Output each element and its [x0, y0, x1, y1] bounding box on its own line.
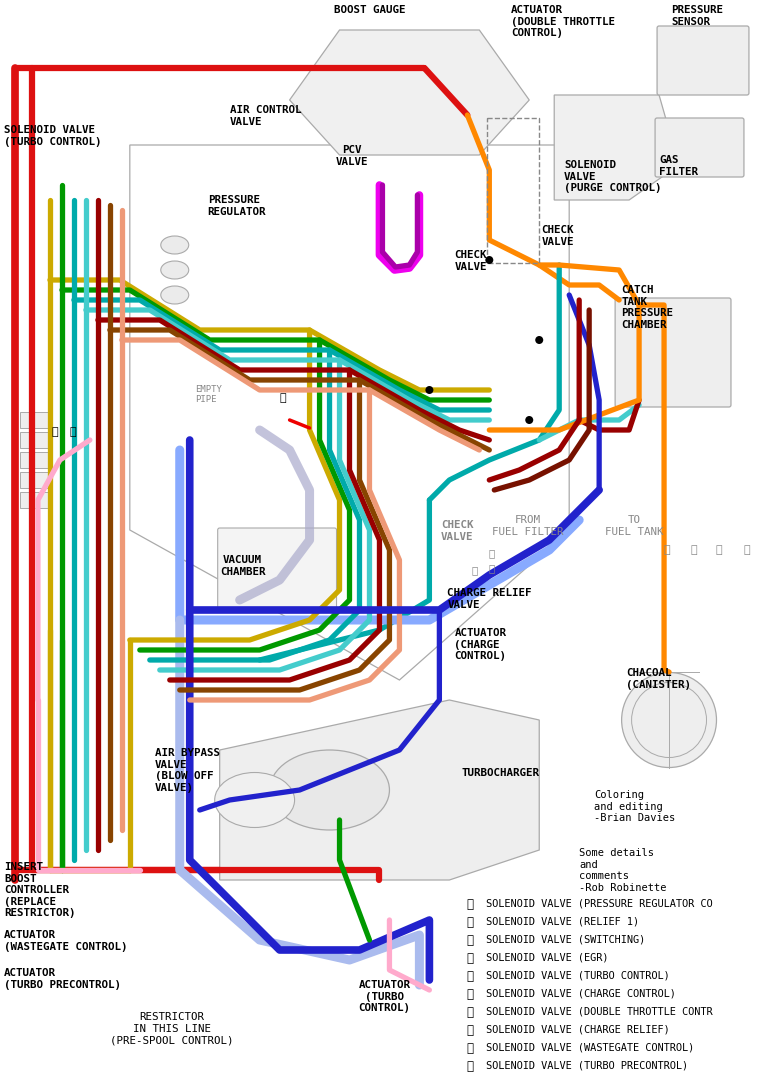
Polygon shape: [554, 95, 679, 200]
Text: CHECK
VALVE: CHECK VALVE: [441, 519, 474, 541]
Ellipse shape: [161, 286, 189, 303]
Text: ACTUATOR
(WASTEGATE CONTROL): ACTUATOR (WASTEGATE CONTROL): [4, 930, 128, 951]
Text: CATCH
TANK
PRESSURE
CHAMBER: CATCH TANK PRESSURE CHAMBER: [621, 285, 673, 329]
Text: CHACOAL
(CANISTER): CHACOAL (CANISTER): [626, 669, 691, 690]
Text: PRESSURE
REGULATOR: PRESSURE REGULATOR: [208, 195, 266, 217]
Ellipse shape: [535, 336, 543, 345]
FancyBboxPatch shape: [655, 118, 744, 177]
Text: PRESSURE
SENSOR: PRESSURE SENSOR: [671, 5, 723, 27]
Polygon shape: [219, 700, 539, 880]
Text: Ⓑ: Ⓑ: [471, 565, 478, 575]
Text: ACTUATOR
(TURBO
CONTROL): ACTUATOR (TURBO CONTROL): [359, 980, 411, 1013]
Text: SOLENOID
VALVE
(PURGE CONTROL): SOLENOID VALVE (PURGE CONTROL): [564, 160, 662, 193]
FancyBboxPatch shape: [615, 298, 731, 407]
Text: AIR BYPASS
VALVE
(BLOW OFF
VALVE): AIR BYPASS VALVE (BLOW OFF VALVE): [155, 748, 219, 793]
Text: SOLENOID VALVE (TURBO PRECONTROL): SOLENOID VALVE (TURBO PRECONTROL): [486, 1059, 689, 1070]
Text: EMPTY
PIPE: EMPTY PIPE: [194, 384, 222, 404]
Text: Ⓖ: Ⓖ: [466, 1005, 473, 1020]
Text: Ⓒ: Ⓒ: [488, 563, 495, 573]
Text: SOLENOID VALVE (EGR): SOLENOID VALVE (EGR): [486, 951, 609, 962]
Ellipse shape: [161, 261, 189, 279]
Text: SOLENOID VALVE (SWITCHING): SOLENOID VALVE (SWITCHING): [486, 934, 646, 944]
Bar: [487, 118, 539, 264]
Text: CHECK
VALVE: CHECK VALVE: [454, 249, 487, 271]
Text: AIR CONTROL
VALVE: AIR CONTROL VALVE: [230, 105, 301, 126]
FancyBboxPatch shape: [218, 528, 337, 612]
Text: Some details
and
comments
-Rob Robinette: Some details and comments -Rob Robinette: [579, 848, 667, 893]
Bar: [20, 453, 48, 468]
Text: BOOST GAUGE: BOOST GAUGE: [334, 5, 405, 15]
Bar: [20, 472, 48, 488]
Text: Ⓔ: Ⓔ: [466, 970, 473, 983]
Ellipse shape: [485, 256, 493, 264]
Text: GAS
FILTER: GAS FILTER: [659, 156, 698, 177]
Text: Ⓑ: Ⓑ: [466, 916, 473, 929]
Text: SOLENOID VALVE (DOUBLE THROTTLE CONTR: SOLENOID VALVE (DOUBLE THROTTLE CONTR: [486, 1005, 713, 1016]
Text: SOLENOID VALVE (PRESSURE REGULATOR CO: SOLENOID VALVE (PRESSURE REGULATOR CO: [486, 897, 713, 908]
Text: SOLENOID VALVE (CHARGE CONTROL): SOLENOID VALVE (CHARGE CONTROL): [486, 988, 676, 998]
Ellipse shape: [161, 237, 189, 254]
Text: Ⓘ: Ⓘ: [466, 1042, 473, 1055]
Text: Ⓕ: Ⓕ: [466, 988, 473, 1001]
Ellipse shape: [215, 772, 295, 827]
Text: SOLENOID VALVE (TURBO CONTROL): SOLENOID VALVE (TURBO CONTROL): [486, 970, 670, 980]
Text: Coloring
and editing
-Brian Davies: Coloring and editing -Brian Davies: [594, 789, 675, 823]
Ellipse shape: [426, 386, 433, 394]
Text: Ⓐ: Ⓐ: [488, 548, 495, 558]
Text: SOLENOID VALVE
(TURBO CONTROL): SOLENOID VALVE (TURBO CONTROL): [4, 125, 101, 147]
Text: Ⓔ: Ⓔ: [716, 545, 722, 555]
Text: ACTUATOR
(DOUBLE THROTTLE
CONTROL): ACTUATOR (DOUBLE THROTTLE CONTROL): [511, 5, 615, 38]
Text: ACTUATOR
(TURBO PRECONTROL): ACTUATOR (TURBO PRECONTROL): [4, 968, 121, 989]
Text: Ⓓ: Ⓓ: [466, 951, 473, 966]
Text: Ⓙ: Ⓙ: [51, 427, 58, 437]
Text: SOLENOID VALVE (RELIEF 1): SOLENOID VALVE (RELIEF 1): [486, 916, 640, 926]
Bar: [20, 492, 48, 508]
Bar: [20, 432, 48, 448]
Ellipse shape: [622, 673, 717, 768]
Text: CHARGE RELIEF
VALVE: CHARGE RELIEF VALVE: [447, 588, 532, 609]
Text: Ⓖ: Ⓖ: [664, 545, 671, 555]
Text: FROM
FUEL FILTER: FROM FUEL FILTER: [492, 515, 563, 537]
Ellipse shape: [270, 750, 390, 831]
Text: Ⓗ: Ⓗ: [279, 393, 286, 403]
Text: VACUUM
CHAMBER: VACUUM CHAMBER: [220, 555, 265, 577]
Text: Ⓙ: Ⓙ: [466, 1059, 473, 1074]
Text: RESTRICTOR
IN THIS LINE
(PRE-SPOOL CONTROL): RESTRICTOR IN THIS LINE (PRE-SPOOL CONTR…: [110, 1012, 233, 1045]
Text: Ⓐ: Ⓐ: [466, 897, 473, 912]
FancyBboxPatch shape: [657, 26, 749, 95]
Polygon shape: [289, 30, 529, 156]
Text: SOLENOID VALVE (WASTEGATE CONTROL): SOLENOID VALVE (WASTEGATE CONTROL): [486, 1042, 695, 1052]
Ellipse shape: [525, 416, 533, 424]
Bar: [20, 411, 48, 428]
Text: TURBOCHARGER: TURBOCHARGER: [461, 768, 539, 778]
Text: Ⓗ: Ⓗ: [466, 1024, 473, 1037]
Text: TO
FUEL TANK: TO FUEL TANK: [605, 515, 664, 537]
Text: CHECK
VALVE: CHECK VALVE: [541, 225, 573, 246]
Text: Ⓘ: Ⓘ: [69, 427, 76, 437]
Text: Ⓒ: Ⓒ: [466, 934, 473, 947]
Text: ACTUATOR
(CHARGE
CONTROL): ACTUATOR (CHARGE CONTROL): [454, 627, 506, 661]
Text: PCV
VALVE: PCV VALVE: [335, 145, 368, 166]
Text: INSERT
BOOST
CONTROLLER
(REPLACE
RESTRICTOR): INSERT BOOST CONTROLLER (REPLACE RESTRIC…: [4, 862, 75, 918]
Text: SOLENOID VALVE (CHARGE RELIEF): SOLENOID VALVE (CHARGE RELIEF): [486, 1024, 670, 1034]
Text: Ⓕ: Ⓕ: [691, 545, 697, 555]
Text: Ⓓ: Ⓓ: [744, 545, 750, 555]
